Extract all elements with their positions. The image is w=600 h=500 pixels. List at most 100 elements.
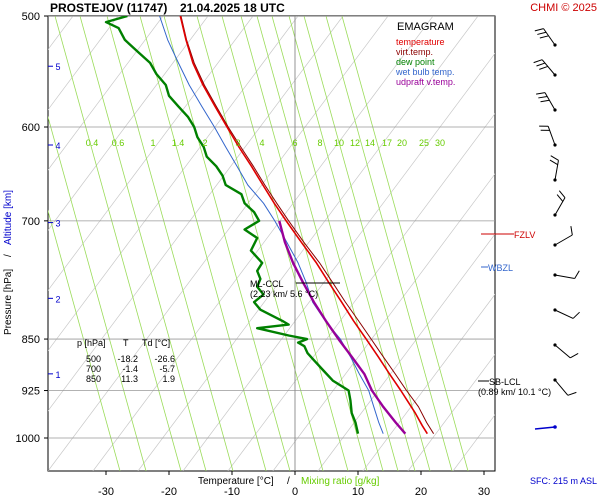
x-axis-title: Temperature [°C] <box>198 476 274 487</box>
altitude-tick-label: 4 <box>55 141 60 151</box>
temp-tick-label: -10 <box>224 486 240 498</box>
mixing-ratio-line <box>106 16 234 471</box>
station-title: PROSTEJOV (11747) <box>50 1 167 15</box>
wind-barb <box>553 270 580 279</box>
table-cell: 1.9 <box>162 374 175 384</box>
ml-ccl-value: (2.23 km/ 5.6 °C) <box>250 289 318 299</box>
dry-adiabat-line <box>48 16 389 471</box>
pressure-tick-label: 850 <box>22 334 40 346</box>
mixing-ratio-line <box>240 16 368 471</box>
mixing-ratio-label: 0.4 <box>86 138 99 148</box>
mixing-ratio-line <box>303 16 431 471</box>
mixing-ratio-label: 20 <box>397 138 407 148</box>
dry-adiabat-line <box>498 16 600 471</box>
mixing-ratio-label: 14 <box>365 138 375 148</box>
dry-adiabat-line <box>48 16 119 111</box>
pressure-tick-label: 1000 <box>16 433 40 445</box>
dry-adiabat-line <box>92 16 434 471</box>
dry-adiabat-line <box>362 293 495 471</box>
dry-adiabat-line <box>272 173 495 471</box>
dry-adiabat-line <box>227 113 495 471</box>
temp-tick-label: -20 <box>161 486 177 498</box>
table-cell: 850 <box>86 374 101 384</box>
wind-barb <box>553 343 579 359</box>
altitude-tick-label: 5 <box>55 62 60 72</box>
altitude-tick-label: 3 <box>55 219 60 229</box>
y-axis-altitude-title: Altitude [km] <box>3 190 14 245</box>
pressure-tick-label: 925 <box>22 386 40 398</box>
temp-tick-label: 20 <box>415 486 427 498</box>
mixing-ratio-label: 17 <box>382 138 392 148</box>
mixing-ratio-line <box>163 16 291 471</box>
pressure-tick-label: 500 <box>22 11 40 23</box>
temp-tick-label: 30 <box>478 486 490 498</box>
mixing-ratio-line <box>341 16 469 471</box>
legend-title: EMAGRAM <box>397 21 454 33</box>
mixing-ratio-line <box>288 16 416 471</box>
dry-adiabat-line <box>48 16 164 171</box>
x-axis-mixing-title: Mixing ratio [g/kg] <box>301 476 380 487</box>
y-axis-separator: / <box>3 254 14 257</box>
mixing-ratio-line <box>256 16 384 471</box>
table-cell: 700 <box>86 364 101 374</box>
mixing-ratio-line <box>79 16 207 471</box>
mixing-ratio-line <box>271 16 399 471</box>
grid <box>48 16 600 471</box>
wind-barb <box>536 92 557 112</box>
datetime-title: 21.04.2025 18 UTC <box>180 1 285 15</box>
mixing-ratio-label: 30 <box>435 138 445 148</box>
sfc-label: SFC: 215 m ASL <box>530 476 597 486</box>
wbzl-label: WBZL <box>488 263 513 273</box>
table-header-p: p [hPa] <box>77 338 106 348</box>
credit-text: CHMI © 2025 <box>530 2 597 14</box>
temp-tick-label: 10 <box>352 486 364 498</box>
legend: EMAGRAM temperature virt.temp. dew point… <box>395 21 455 87</box>
mixing-ratio-line <box>48 209 121 471</box>
ticks: 0.4 0.6 1 1.4 2 3 4 6 8 10 12 14 17 20 25 3050060070085… <box>16 11 491 498</box>
altitude-tick-label: 1 <box>55 370 60 380</box>
mixing-ratio-label: 10 <box>334 138 344 148</box>
mixing-ratio-label: 1 <box>150 138 155 148</box>
x-axis-separator: / <box>287 476 290 487</box>
legend-dew-point: dew point <box>396 57 435 67</box>
wind-barb <box>553 226 573 247</box>
mixing-ratio-label: 12 <box>350 138 360 148</box>
mixing-ratio-line <box>196 16 324 471</box>
wet-bulb-line <box>159 16 384 434</box>
ml-ccl-label: ML-CCL <box>250 279 284 289</box>
sb-lcl-value: (0.89 km/ 10.1 °C) <box>478 387 551 397</box>
mixing-ratio-label: 4 <box>259 138 264 148</box>
series-layer <box>104 16 435 435</box>
y-axis-title: Pressure [hPa] <box>3 269 14 335</box>
dry-adiabat-line <box>137 16 479 471</box>
dew-point-line <box>104 16 360 434</box>
dry-adiabat-line <box>543 16 600 471</box>
wind-barbs <box>533 28 580 430</box>
table-cell: -5.7 <box>159 364 175 374</box>
sb-lcl-label: SB-LCL <box>489 377 521 387</box>
mixing-ratio-label: 3 <box>235 138 240 148</box>
mixing-ratio-label: 25 <box>419 138 429 148</box>
mixing-ratio-label: 1.4 <box>172 138 185 148</box>
wind-barb <box>533 59 557 77</box>
wind-barb <box>553 378 577 396</box>
pressure-tick-label: 700 <box>22 216 40 228</box>
dry-adiabat-line <box>48 16 344 412</box>
wind-barb <box>534 425 557 430</box>
temp-tick-label: 0 <box>292 486 298 498</box>
table-header-t: T <box>123 338 129 348</box>
dry-adiabat-line <box>182 52 495 471</box>
table-header-td: Td [°C] <box>142 338 170 348</box>
mixing-ratio-line <box>139 16 267 471</box>
mixing-ratio-label: 6 <box>292 138 297 148</box>
temperature-line <box>179 16 428 435</box>
mixing-ratio-line <box>48 115 147 471</box>
updraft-virtual-temperature-line <box>278 220 407 435</box>
legend-virt-temp: virt.temp. <box>396 47 433 57</box>
table-cell: 11.3 <box>121 374 138 384</box>
wind-barb <box>539 125 557 147</box>
mixing-ratio-label: 8 <box>317 138 322 148</box>
legend-temperature: temperature <box>396 37 445 47</box>
altitude-tick-label: 2 <box>55 294 60 304</box>
